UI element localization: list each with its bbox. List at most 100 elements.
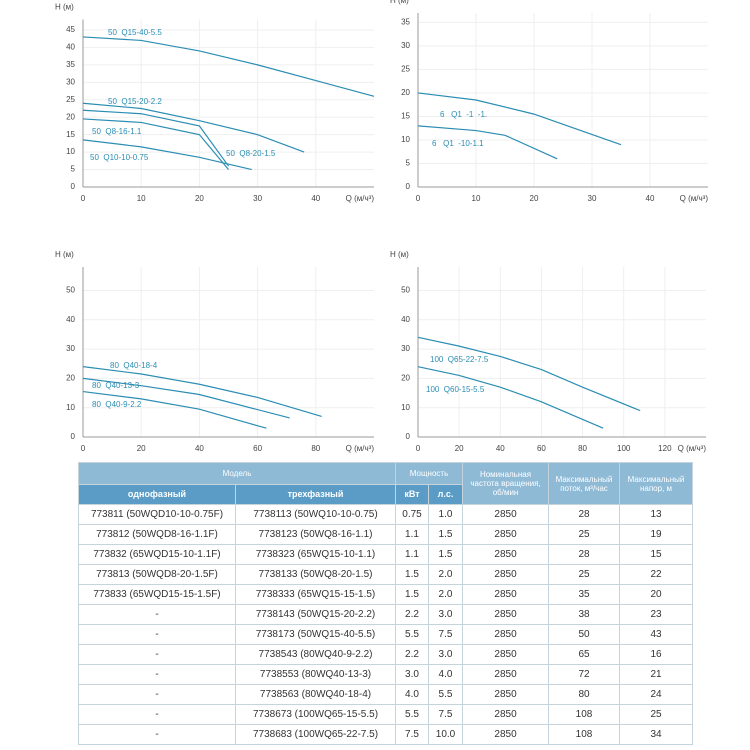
y-tick-label: 50 [401,286,410,295]
table-row: 773813 (50WQD8-20-1.5F) 7738133 (50WQ8-20… [78,564,694,585]
x-tick-label: 60 [253,444,262,453]
y-tick-label: 10 [401,403,410,412]
table-cell: 7738143 (50WQ15-20-2.2) [235,604,396,625]
table-cell: 25 [619,704,694,725]
y-tick-label: 40 [401,315,410,324]
curve [82,390,267,429]
curve-label: 6 Q1 -10-1.1 [432,139,484,148]
header-cell: кВт [395,484,429,505]
table-cell: 65 [548,644,621,665]
table-cell: 16 [619,644,694,665]
curve-label: 50 Q10-10-0.75 [90,153,149,162]
table-cell: 2850 [462,544,550,565]
curve-label: 100 Q60-15-5.5 [426,385,485,394]
table-cell: - [78,624,236,645]
table-cell: 773833 (65WQD15-15-1.5F) [78,584,236,605]
table-cell: 21 [619,664,694,685]
table-row: -7738173 (50WQ15-40-5.5) 5.5 7.5 2850 50 43 [78,624,694,645]
table-cell: 5.5 [427,684,464,705]
table-cell: 1.1 [395,544,429,565]
table-cell: 5.5 [395,704,429,725]
table-cell: 7738673 (100WQ65-15-5.5) [235,704,396,725]
y-tick-label: 30 [401,344,410,353]
y-tick-label: 20 [66,373,75,382]
x-tick-label: 20 [137,444,146,453]
y-tick-label: 35 [401,18,410,27]
y-tick-label: 45 [66,25,75,34]
table-cell: 1.0 [427,504,464,525]
curve-label: 100 Q65-22-7.5 [430,355,489,364]
curve [82,36,375,97]
y-tick-label: 0 [71,182,76,191]
table-cell: 7738553 (80WQ40-13-3) [235,664,396,685]
x-tick-label: 0 [81,194,86,203]
table-cell: 23 [619,604,694,625]
table-cell: 24 [619,684,694,705]
y-tick-label: 10 [401,135,410,144]
table-cell: 773811 (50WQD10-10-0.75F) [78,504,236,525]
y-tick-label: 25 [401,65,410,74]
y-tick-label: 0 [406,182,411,191]
header-cell: трехфазный [235,484,396,505]
table-cell: 1.5 [395,584,429,605]
curve-label: 50 Q15-40-5.5 [108,28,162,37]
table-cell: 7.5 [427,624,464,645]
x-tick-label: 80 [578,444,587,453]
table-cell: 5.5 [395,624,429,645]
table-cell: 7738173 (50WQ15-40-5.5) [235,624,396,645]
table-cell: 10.0 [427,724,464,745]
table-cell: 7738133 (50WQ8-20-1.5) [235,564,396,585]
header-cell: Номинальная частота вращения, об/мин [462,462,550,505]
header-row: однофазный трехфазный кВт л.с. [78,484,693,505]
table-cell: 2850 [462,644,550,665]
table-cell: 2850 [462,704,550,725]
table-cell: 2850 [462,664,550,685]
table-cell: - [78,704,236,725]
y-tick-label: 30 [401,41,410,50]
table-cell: 2850 [462,564,550,585]
y-tick-label: 5 [406,159,411,168]
curve [417,336,641,412]
table-cell: 7738543 (80WQ40-9-2.2) [235,644,396,665]
charts: 0 5 10 15 20 25 30 35 40 45 0 10 20 30 40 H (м) Q (м/ч³)… [55,0,709,453]
table-cell: 4.0 [395,684,429,705]
table-cell: 2850 [462,684,550,705]
x-axis-label: Q (м/ч³) [680,194,709,203]
y-tick-label: 5 [71,165,76,174]
table-cell: 28 [548,544,621,565]
table-cell: 34 [619,724,694,745]
table-row: -7738553 (80WQ40-13-3) 3.0 4.0 2850 72 21 [78,664,694,685]
x-tick-label: 0 [81,444,86,453]
table-row: -7738673 (100WQ65-15-5.5) 5.5 7.5 2850 108 25 [78,704,694,725]
curve-label: 50 Q8-20-1.5 [226,149,276,158]
table-cell: 7738123 (50WQ8-16-1.1) [235,524,396,545]
table-row: 773832 (65WQD15-10-1.1F) 7738323 (65WQ15-… [78,544,694,565]
x-tick-label: 20 [455,444,464,453]
table-cell: 773832 (65WQD15-10-1.1F) [78,544,236,565]
table-cell: 1.5 [395,564,429,585]
curve [82,366,322,418]
table-row: -7738683 (100WQ65-22-7.5) 7.5 10.0 2850 108 3… [78,724,694,745]
y-tick-label: 20 [401,88,410,97]
table-cell: 2850 [462,604,550,625]
table-cell: - [78,724,236,745]
y-tick-label: 15 [401,112,410,121]
x-tick-label: 30 [253,194,262,203]
table-cell: 25 [548,564,621,585]
x-tick-label: 20 [530,194,539,203]
table-cell: 72 [548,664,621,685]
table-row: -7738543 (80WQ40-9-2.2) 2.2 3.0 2850 65 16 [78,644,694,665]
spec-table: Модель Мощность Номинальная частота вращ… [78,462,694,745]
table-cell: 22 [619,564,694,585]
y-tick-label: 20 [66,112,75,121]
x-tick-label: 20 [195,194,204,203]
table-cell: - [78,684,236,705]
table-cell: 3.0 [395,664,429,685]
x-axis-label: Q (м/ч³) [346,194,375,203]
table-cell: 0.75 [395,504,429,525]
y-axis-label: H (м) [390,250,409,259]
table-cell: 108 [548,704,621,725]
header-cell: Мощность [394,462,464,485]
y-tick-label: 10 [66,147,75,156]
y-tick-label: 0 [71,432,76,441]
